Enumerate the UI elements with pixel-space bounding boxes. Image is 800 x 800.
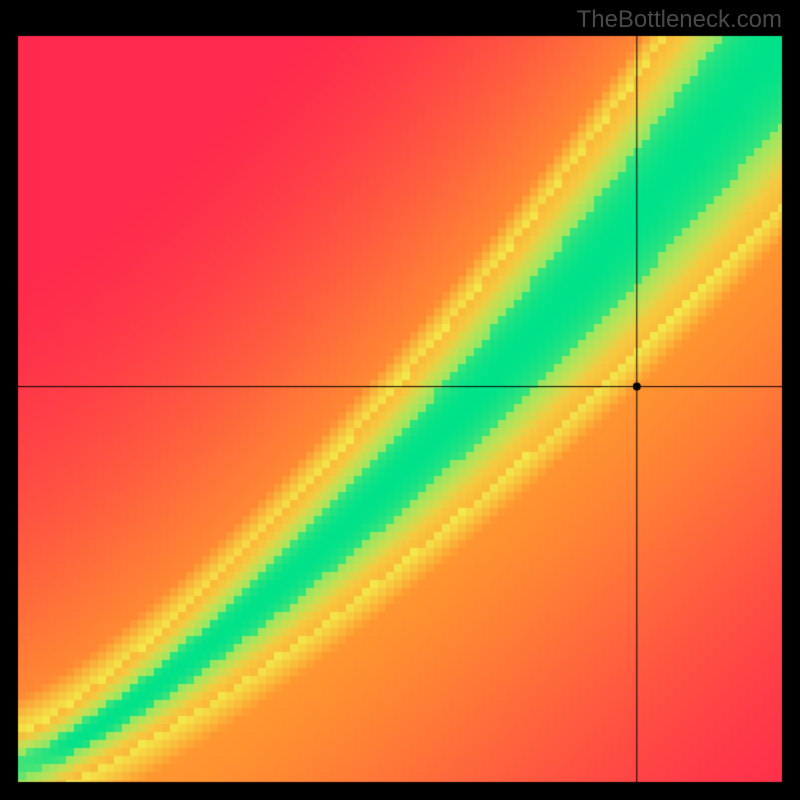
watermark-text: TheBottleneck.com bbox=[577, 6, 782, 34]
chart-container: TheBottleneck.com bbox=[0, 0, 800, 800]
heatmap-canvas bbox=[0, 0, 800, 800]
